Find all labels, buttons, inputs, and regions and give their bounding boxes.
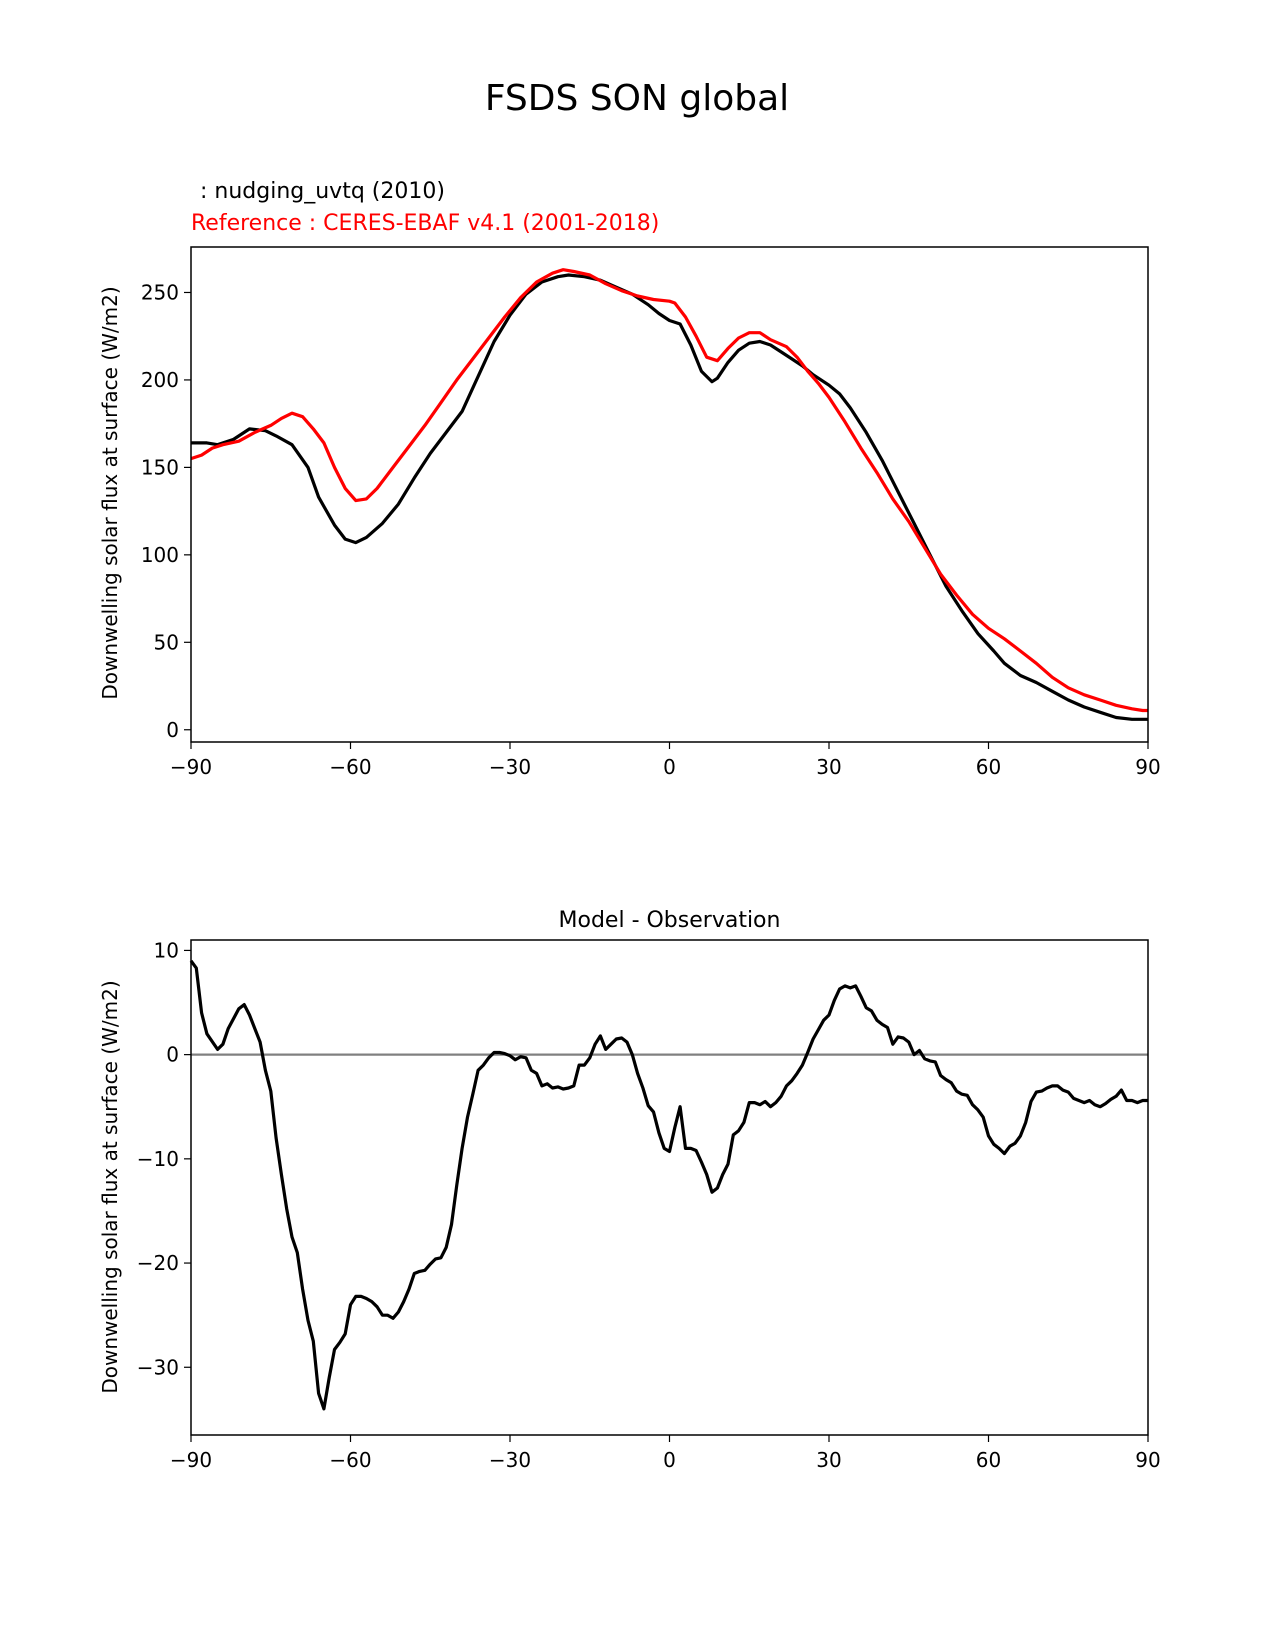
- y-tick-label: 250: [141, 280, 179, 304]
- reference-series-line: [190, 268, 1148, 713]
- test-series-line: [191, 273, 1148, 721]
- x-tick-label: −60: [329, 755, 371, 779]
- x-tick-label: −90: [170, 755, 212, 779]
- bottom-axis-ticks: −90 −60 −30 0 30 60 90 −30 −20 −10 0 10: [137, 938, 1161, 1472]
- y-tick-label: 100: [141, 543, 179, 567]
- y-tick-label: 200: [141, 368, 179, 392]
- y-tick-label: 0: [166, 718, 179, 742]
- x-tick-label: −30: [489, 755, 531, 779]
- top-axis-ticks: −90 −60 −30 0 30 60 90 0 50 100 150 200 250: [141, 280, 1161, 779]
- x-tick-label: −60: [329, 1448, 371, 1472]
- y-tick-label: −20: [137, 1251, 179, 1275]
- x-tick-label: 0: [663, 755, 676, 779]
- x-tick-label: 0: [663, 1448, 676, 1472]
- bottom-y-axis-label: Downwelling solar flux at surface (W/m2): [98, 980, 122, 1393]
- y-tick-label: −10: [137, 1147, 179, 1171]
- figure-title: FSDS SON global: [485, 78, 789, 119]
- top-y-axis-label: Downwelling solar flux at surface (W/m2): [98, 286, 122, 699]
- top-plot-lines: [190, 268, 1148, 721]
- top-panel: : nudging_uvtq (2010) Reference : CERES-…: [98, 179, 1161, 779]
- x-tick-label: −30: [489, 1448, 531, 1472]
- x-tick-label: 60: [976, 755, 1001, 779]
- x-tick-label: 30: [816, 1448, 841, 1472]
- y-tick-label: 50: [154, 630, 179, 654]
- bottom-panel: Model - Observation Downwelling solar fl…: [98, 908, 1161, 1472]
- y-tick-label: 0: [166, 1043, 179, 1067]
- x-tick-label: 90: [1135, 1448, 1160, 1472]
- reference-label: Reference : CERES-EBAF v4.1 (2001-2018): [191, 211, 659, 236]
- x-tick-label: 90: [1135, 755, 1160, 779]
- difference-series-line: [189, 959, 1148, 1411]
- x-tick-label: 60: [976, 1448, 1001, 1472]
- x-tick-label: −90: [170, 1448, 212, 1472]
- test-case-label: : nudging_uvtq (2010): [193, 179, 445, 204]
- y-tick-label: −30: [137, 1355, 179, 1379]
- y-tick-label: 10: [154, 938, 179, 962]
- y-tick-label: 150: [141, 455, 179, 479]
- bottom-panel-title: Model - Observation: [559, 908, 781, 933]
- bottom-plot-frame: [190, 939, 1149, 1436]
- x-tick-label: 30: [816, 755, 841, 779]
- bottom-plot-lines: [189, 959, 1148, 1411]
- top-plot-frame: [190, 246, 1149, 743]
